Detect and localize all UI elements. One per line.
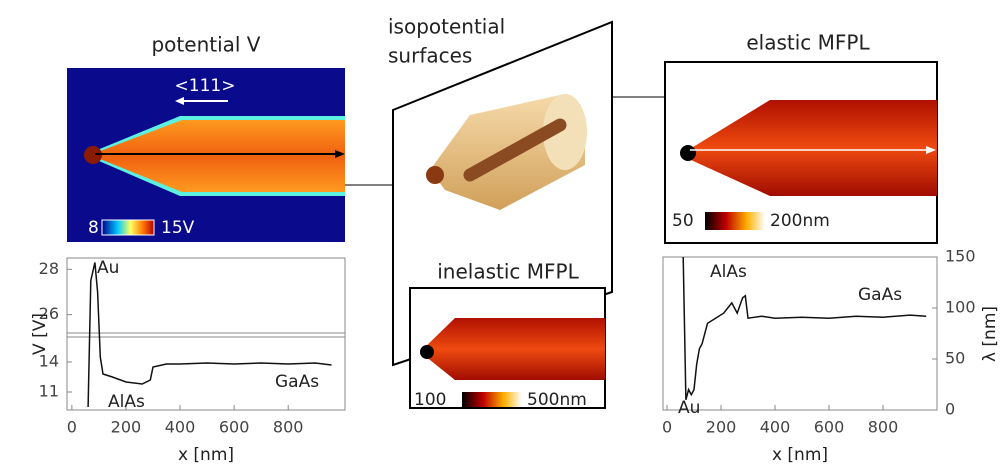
y-tick-label: 11 [39, 382, 59, 401]
y-axis-label: V [V] [30, 313, 50, 355]
x-tick-label: 200 [706, 418, 737, 437]
colorbar-label: 200nm [770, 211, 830, 231]
colorbar-label: 50 [672, 211, 694, 231]
x-tick-label: 600 [814, 418, 845, 437]
tip [426, 166, 444, 184]
x-tick-label: 0 [662, 418, 672, 437]
map-body [420, 318, 605, 380]
x-tick-label: 400 [165, 418, 196, 437]
annotation: AlAs [710, 262, 747, 282]
colorbar [102, 220, 154, 235]
x-tick-label: 0 [67, 418, 77, 437]
colorbar [462, 392, 522, 407]
panel-title: potential V [151, 33, 260, 57]
y-tick-label: 150 [945, 247, 976, 266]
tip [680, 145, 696, 161]
x-tick-label: 400 [760, 418, 791, 437]
x-tick-label: 600 [219, 418, 250, 437]
x-axis-label: x [nm] [178, 445, 234, 465]
colorbar-label: 15V [161, 218, 195, 238]
y-tick-label: 50 [945, 349, 965, 368]
x-tick-label: 200 [111, 418, 142, 437]
panel-title: surfaces [388, 44, 472, 68]
panel-title: elastic MFPL [746, 31, 870, 55]
colorbar-label: 8 [88, 218, 99, 238]
x-axis-label: x [nm] [772, 445, 828, 465]
annotation: Au [97, 258, 119, 278]
annotation: GaAs [275, 372, 319, 392]
figure: <111> 8 15V potential V isopotential sur… [0, 0, 1003, 469]
x-tick-label: 800 [273, 418, 304, 437]
colorbar-label: 100 [414, 390, 446, 410]
tip [420, 345, 434, 359]
panel-title: isopotential [388, 15, 505, 39]
direction-label: <111> [175, 76, 236, 96]
colorbar-label: 500nm [527, 390, 587, 410]
annotation: AlAs [108, 392, 145, 412]
y-tick-label: 100 [945, 298, 976, 317]
annotation: Au [678, 398, 700, 418]
y-tick-label: 0 [945, 400, 955, 419]
colorbar [705, 212, 765, 230]
panel-title: inelastic MFPL [437, 260, 579, 284]
x-tick-label: 800 [868, 418, 899, 437]
annotation: GaAs [858, 285, 902, 305]
y-tick-label: 28 [39, 259, 59, 278]
y-axis-label: λ [nm] [980, 306, 1000, 362]
